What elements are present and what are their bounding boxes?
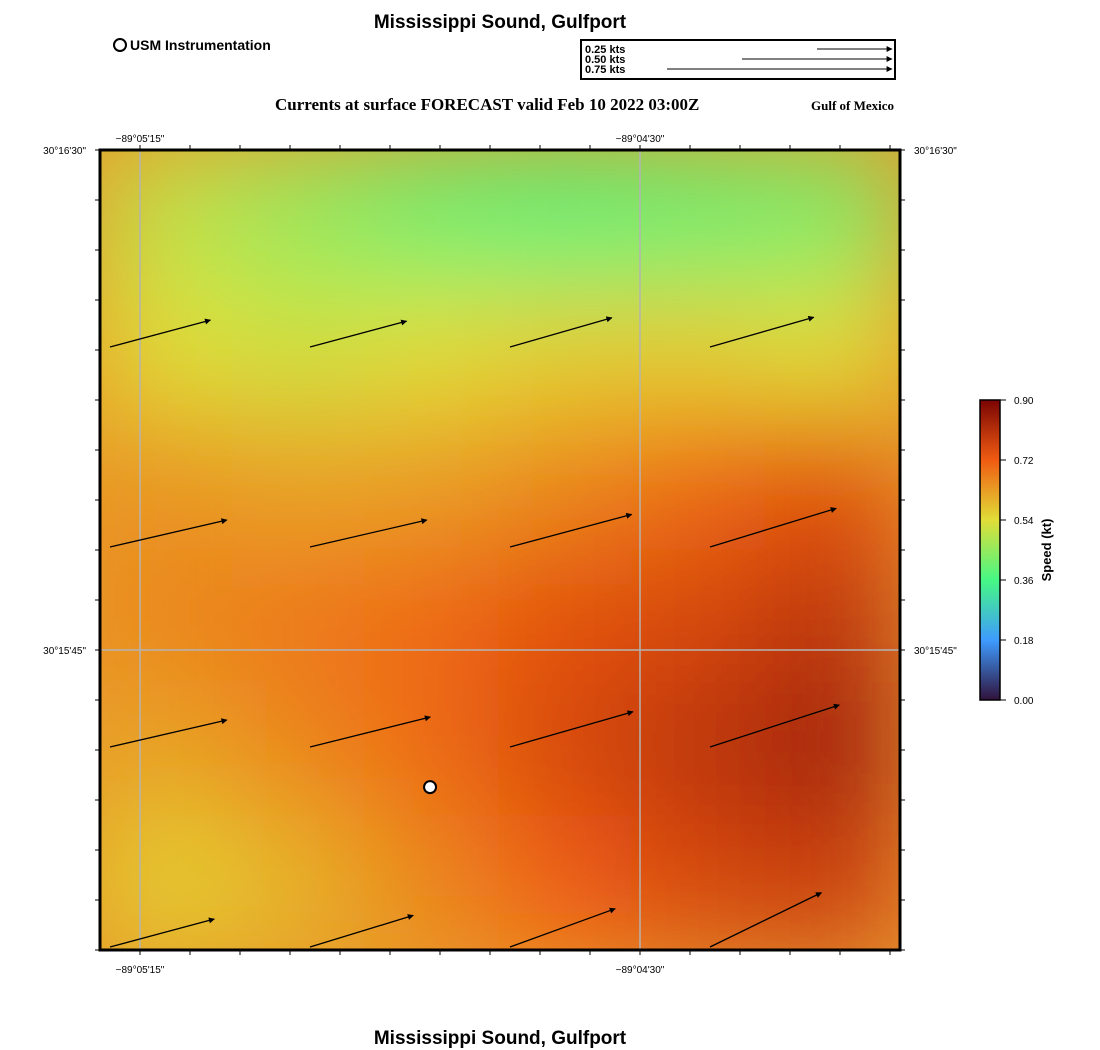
- speed-cell: [100, 814, 236, 950]
- colorbar-tick-label: 0.36: [1014, 576, 1034, 587]
- speed-cell: [498, 414, 636, 552]
- speed-cell: [231, 150, 369, 286]
- axis-tick-labels: −89°05'15" −89°05'15" −89°04'30" −89°04'30"…: [43, 134, 957, 976]
- speed-cell: [631, 150, 769, 286]
- current-vector: [509, 512, 633, 548]
- colorbar-tick-label: 0.90: [1014, 396, 1034, 407]
- y-tick-label: 30°16'30": [914, 146, 957, 157]
- region-label: Gulf of Mexico: [811, 98, 895, 113]
- y-tick-label: 30°16'30": [43, 146, 86, 157]
- speed-cell: [631, 548, 769, 686]
- speed-cell: [231, 414, 369, 552]
- colorbar-label: Speed (kt): [1039, 519, 1054, 582]
- colorbar-tick-label: 0.72: [1014, 456, 1034, 467]
- current-vector: [109, 917, 215, 948]
- speed-cell: [231, 548, 369, 686]
- speed-cell: [764, 548, 900, 686]
- current-vector: [509, 316, 613, 348]
- speed-cell: [231, 814, 369, 950]
- speed-cell: [364, 548, 502, 686]
- speed-cell: [498, 814, 636, 950]
- current-vector: [709, 315, 815, 348]
- current-speed-map: −89°05'15" −89°05'15" −89°04'30" −89°04'30"…: [43, 134, 957, 976]
- footer-title: Mississippi Sound, Gulfport: [373, 1028, 627, 1049]
- chart-subtitle: Currents at surface FORECAST valid Feb 1…: [275, 95, 700, 114]
- y-tick-label: 30°15'45": [43, 646, 86, 657]
- y-tick-label: 30°15'45": [914, 646, 957, 657]
- speed-cell: [231, 281, 369, 419]
- scale-label: 0.25 kts: [585, 44, 625, 56]
- speed-cell: [764, 814, 900, 950]
- speed-field: [100, 150, 900, 950]
- colorbar-tick-label: 0.00: [1014, 696, 1034, 707]
- speed-cell: [764, 414, 900, 552]
- station-legend-icon: [113, 38, 127, 52]
- speed-cell: [498, 150, 636, 286]
- colorbar-tick-label: 0.18: [1014, 636, 1034, 647]
- station-legend-label: USM Instrumentation: [130, 37, 271, 53]
- speed-cell: [231, 681, 369, 819]
- speed-cell: [364, 814, 502, 950]
- x-tick-label: −89°05'15": [116, 965, 165, 976]
- speed-cell: [764, 681, 900, 819]
- speed-cell: [498, 681, 636, 819]
- speed-cell: [100, 150, 236, 286]
- current-vector: [109, 318, 212, 348]
- colorbar-gradient: [979, 399, 1001, 701]
- frame-ticks: [95, 145, 905, 955]
- speed-cell: [364, 281, 502, 419]
- current-vector: [709, 892, 822, 948]
- current-vector: [309, 518, 428, 548]
- current-vector: [109, 718, 228, 748]
- graticule: [100, 150, 900, 950]
- current-vector: [109, 518, 228, 548]
- current-vectors: [109, 315, 840, 948]
- current-vector: [509, 907, 616, 948]
- speed-cell: [498, 548, 636, 686]
- current-vector: [309, 914, 414, 948]
- speed-cell: [100, 414, 236, 552]
- speed-cell: [631, 681, 769, 819]
- scale-label: 0.50 kts: [585, 54, 625, 66]
- speed-cell: [364, 414, 502, 552]
- station-marker-dot: [423, 780, 438, 795]
- speed-cell: [631, 281, 769, 419]
- speed-cell: [764, 281, 900, 419]
- map-title: Mississippi Sound, Gulfport: [373, 12, 627, 33]
- colorbar-tick-label: 0.54: [1014, 516, 1034, 527]
- speed-cell: [100, 681, 236, 819]
- current-vector: [709, 507, 837, 548]
- current-vector: [309, 319, 408, 348]
- current-vector: [709, 703, 840, 748]
- colorbar: 0.90 0.72 0.54 0.36 0.18 0.00 Speed (kt): [979, 396, 1054, 707]
- speed-cell: [764, 150, 900, 286]
- speed-cell: [498, 281, 636, 419]
- speed-cell: [364, 681, 502, 819]
- speed-cell: [364, 150, 502, 286]
- speed-cell: [100, 548, 236, 686]
- speed-cell: [631, 414, 769, 552]
- scale-label: 0.75 kts: [585, 64, 625, 76]
- station-marker: [423, 780, 438, 795]
- station-legend: USM Instrumentation: [113, 37, 271, 53]
- speed-cell: [100, 281, 236, 419]
- x-tick-label: −89°04'30": [616, 965, 665, 976]
- x-tick-label: −89°05'15": [116, 134, 165, 145]
- current-vector: [309, 715, 431, 748]
- speed-cell: [631, 814, 769, 950]
- x-tick-label: −89°04'30": [616, 134, 665, 145]
- current-vector: [509, 710, 634, 748]
